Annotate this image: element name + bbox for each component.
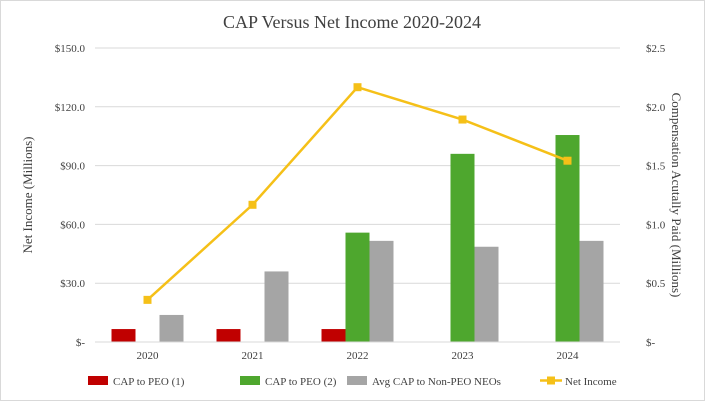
- left-tick-label: $30.0: [60, 278, 85, 290]
- left-tick-label: $90.0: [60, 161, 85, 173]
- legend-label: CAP to PEO (1): [113, 376, 185, 388]
- legend-swatch: [240, 376, 260, 385]
- legend-swatch: [347, 376, 367, 385]
- left-axis-title: Net Income (Millions): [20, 137, 35, 254]
- category-label: 2023: [452, 350, 475, 362]
- legend: CAP to PEO (1) CAP to PEO (2) Avg CAP to N…: [88, 376, 617, 388]
- category-label: 2020: [137, 350, 160, 362]
- left-tick-label: $60.0: [60, 219, 85, 231]
- left-tick-label: $150.0: [55, 43, 86, 55]
- data-point: [353, 83, 362, 92]
- left-tick-label: $-: [76, 337, 86, 349]
- right-tick-label: $2.5: [646, 43, 666, 55]
- bar: [159, 314, 184, 342]
- legend-label: CAP to PEO (2): [265, 376, 337, 388]
- axes: $- $30.0 $60.0 $90.0 $120.0 $150.0 $- $0.5 $1.0 $…: [55, 43, 666, 362]
- data-point: [458, 115, 467, 124]
- bar: [264, 271, 289, 342]
- data-point: [143, 295, 152, 304]
- right-tick-label: $0.5: [646, 278, 666, 290]
- legend-swatch: [88, 376, 108, 385]
- bars: [111, 135, 604, 342]
- bar: [474, 246, 499, 342]
- right-tick-label: $2.0: [646, 102, 666, 114]
- bar: [450, 153, 475, 342]
- category-label: 2024: [557, 350, 580, 362]
- right-axis-title: Compensation Acutally Paid (Millions): [669, 93, 684, 298]
- legend-marker: [547, 376, 555, 385]
- left-tick-label: $120.0: [55, 102, 86, 114]
- bar: [555, 135, 580, 342]
- bar: [579, 240, 604, 342]
- bar: [369, 240, 394, 342]
- bar: [216, 329, 241, 342]
- bar: [345, 232, 370, 342]
- bar: [321, 329, 346, 342]
- line-series: [143, 83, 572, 304]
- legend-label: Avg CAP to Non-PEO NEOs: [372, 376, 501, 388]
- legend-label: Net Income: [565, 376, 617, 388]
- bar: [111, 329, 136, 342]
- right-tick-label: $1.0: [646, 219, 666, 231]
- category-label: 2021: [242, 350, 264, 362]
- data-point: [563, 156, 572, 165]
- data-point: [248, 200, 257, 209]
- chart-title: CAP Versus Net Income 2020-2024: [223, 12, 481, 32]
- category-label: 2022: [347, 350, 369, 362]
- right-tick-label: $-: [646, 337, 656, 349]
- right-tick-label: $1.5: [646, 161, 666, 173]
